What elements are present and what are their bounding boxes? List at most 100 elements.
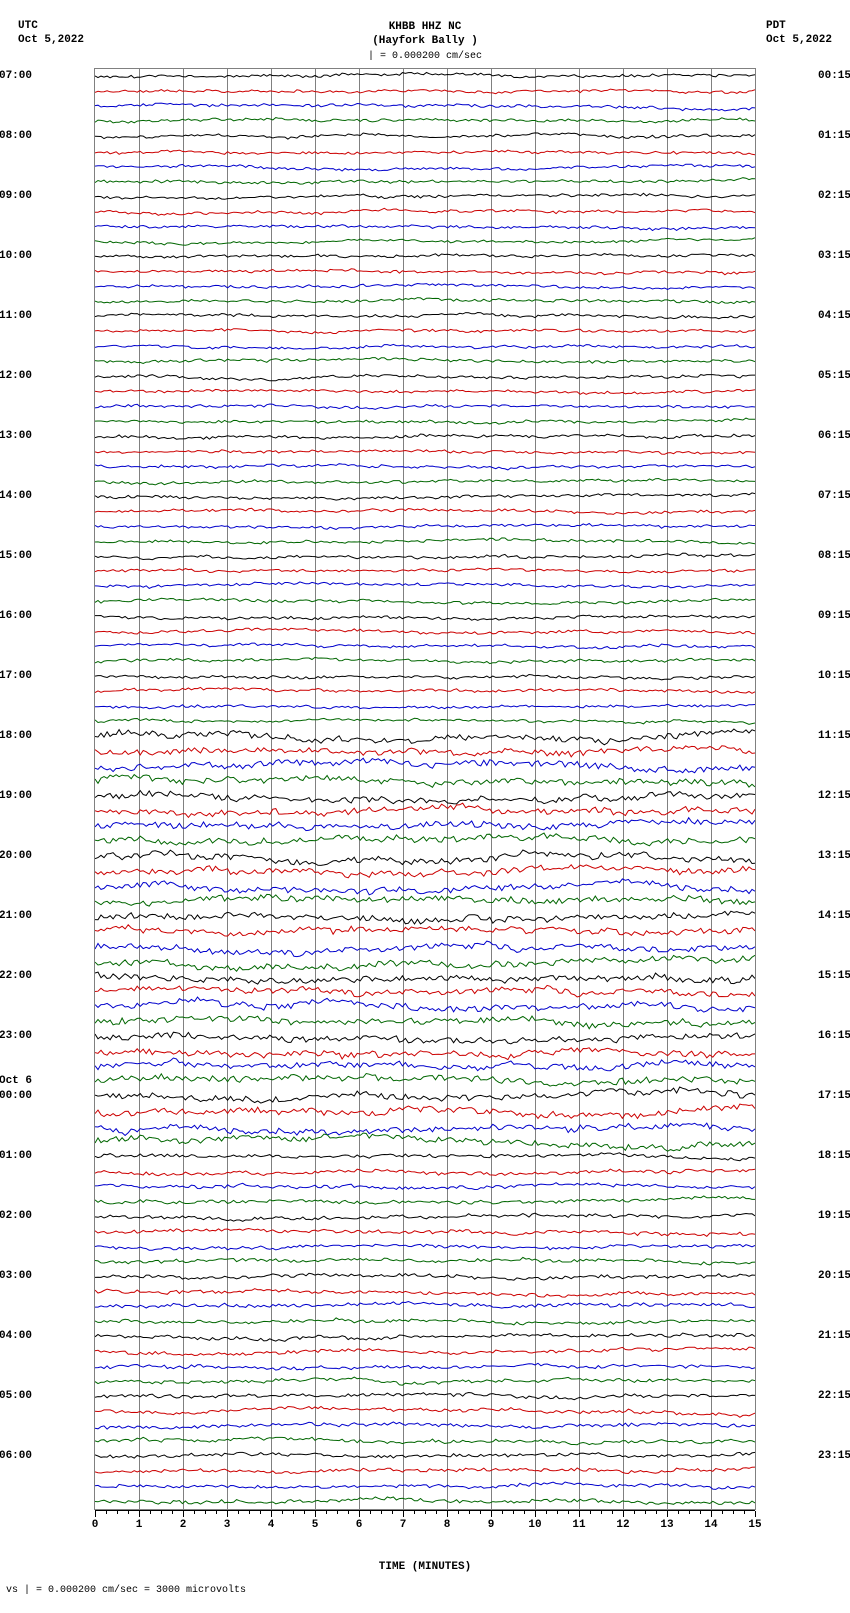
x-tick-label: 10 — [528, 1519, 541, 1531]
trace-row — [95, 69, 755, 1509]
trace-row — [95, 69, 755, 1509]
trace-row — [95, 69, 755, 1509]
time-label: 10:00 — [0, 250, 32, 262]
trace-row — [95, 69, 755, 1509]
time-label: 15:15 — [818, 970, 850, 982]
time-label: 00:15 — [818, 70, 850, 82]
trace-row — [95, 69, 755, 1509]
trace-row — [95, 69, 755, 1509]
time-label: 18:15 — [818, 1150, 850, 1162]
scale-legend: | = 0.000200 cm/sec — [0, 51, 850, 62]
time-label: 18:00 — [0, 730, 32, 742]
trace-row — [95, 69, 755, 1509]
time-label: 22:15 — [818, 1390, 850, 1402]
time-label: 14:00 — [0, 490, 32, 502]
trace-row — [95, 69, 755, 1509]
trace-row — [95, 69, 755, 1509]
trace-row — [95, 69, 755, 1509]
trace-row — [95, 69, 755, 1509]
x-tick-label: 1 — [136, 1519, 143, 1531]
trace-row — [95, 69, 755, 1509]
trace-row — [95, 69, 755, 1509]
time-label: 07:15 — [818, 490, 850, 502]
x-tick-label: 13 — [660, 1519, 673, 1531]
trace-row — [95, 69, 755, 1509]
trace-row — [95, 69, 755, 1509]
trace-row — [95, 69, 755, 1509]
time-label: 06:15 — [818, 430, 850, 442]
trace-row — [95, 69, 755, 1509]
time-label: 07:00 — [0, 70, 32, 82]
time-label: 10:15 — [818, 670, 850, 682]
time-label: 21:00 — [0, 910, 32, 922]
time-label: 23:00 — [0, 1030, 32, 1042]
trace-row — [95, 69, 755, 1509]
time-label: 21:15 — [818, 1330, 850, 1342]
trace-row — [95, 69, 755, 1509]
trace-row — [95, 69, 755, 1509]
footer-scale: vs | = 0.000200 cm/sec = 3000 microvolts — [0, 1573, 850, 1608]
trace-row — [95, 69, 755, 1509]
trace-row — [95, 69, 755, 1509]
trace-row — [95, 69, 755, 1509]
time-label: 05:15 — [818, 370, 850, 382]
x-axis: 0123456789101112131415 — [95, 1510, 755, 1541]
x-tick-label: 11 — [572, 1519, 585, 1531]
time-label: 06:00 — [0, 1450, 32, 1462]
trace-row — [95, 69, 755, 1509]
trace-row — [95, 69, 755, 1509]
trace-row — [95, 69, 755, 1509]
time-label: 03:15 — [818, 250, 850, 262]
x-tick-label: 12 — [616, 1519, 629, 1531]
time-label: 17:15 — [818, 1090, 850, 1102]
time-label: 09:00 — [0, 190, 32, 202]
trace-row — [95, 69, 755, 1509]
trace-row — [95, 69, 755, 1509]
trace-row — [95, 69, 755, 1509]
trace-row — [95, 69, 755, 1509]
trace-row — [95, 69, 755, 1509]
time-label: 16:15 — [818, 1030, 850, 1042]
time-label: 09:15 — [818, 610, 850, 622]
time-label: 08:00 — [0, 130, 32, 142]
time-label: 19:15 — [818, 1210, 850, 1222]
trace-row — [95, 69, 755, 1509]
time-label: 20:15 — [818, 1270, 850, 1282]
seismogram-plot-wrap: 07:0008:0009:0010:0011:0012:0013:0014:00… — [20, 68, 830, 1510]
trace-row — [95, 69, 755, 1509]
trace-row — [95, 69, 755, 1509]
x-tick-label: 14 — [704, 1519, 717, 1531]
x-tick-label: 4 — [268, 1519, 275, 1531]
trace-row — [95, 69, 755, 1509]
seismogram-plot — [94, 68, 756, 1510]
time-label: 17:00 — [0, 670, 32, 682]
trace-row — [95, 69, 755, 1509]
trace-row — [95, 69, 755, 1509]
trace-row — [95, 69, 755, 1509]
trace-row — [95, 69, 755, 1509]
trace-row — [95, 69, 755, 1509]
trace-row — [95, 69, 755, 1509]
trace-row — [95, 69, 755, 1509]
trace-row — [95, 69, 755, 1509]
trace-row — [95, 69, 755, 1509]
time-label: 12:15 — [818, 790, 850, 802]
pdt-label: PDT Oct 5,2022 — [766, 19, 832, 48]
x-tick-label: 6 — [356, 1519, 363, 1531]
time-label: 13:00 — [0, 430, 32, 442]
trace-row — [95, 69, 755, 1509]
trace-row — [95, 69, 755, 1509]
trace-row — [95, 69, 755, 1509]
trace-row — [95, 69, 755, 1509]
time-label: 03:00 — [0, 1270, 32, 1282]
x-tick-label: 15 — [748, 1519, 761, 1531]
trace-row — [95, 69, 755, 1509]
trace-row — [95, 69, 755, 1509]
time-label: 15:00 — [0, 550, 32, 562]
trace-row — [95, 69, 755, 1509]
time-label: 11:00 — [0, 310, 32, 322]
time-label: 16:00 — [0, 610, 32, 622]
time-label: 23:15 — [818, 1450, 850, 1462]
time-label: Oct 6 — [0, 1075, 32, 1087]
time-label: 20:00 — [0, 850, 32, 862]
